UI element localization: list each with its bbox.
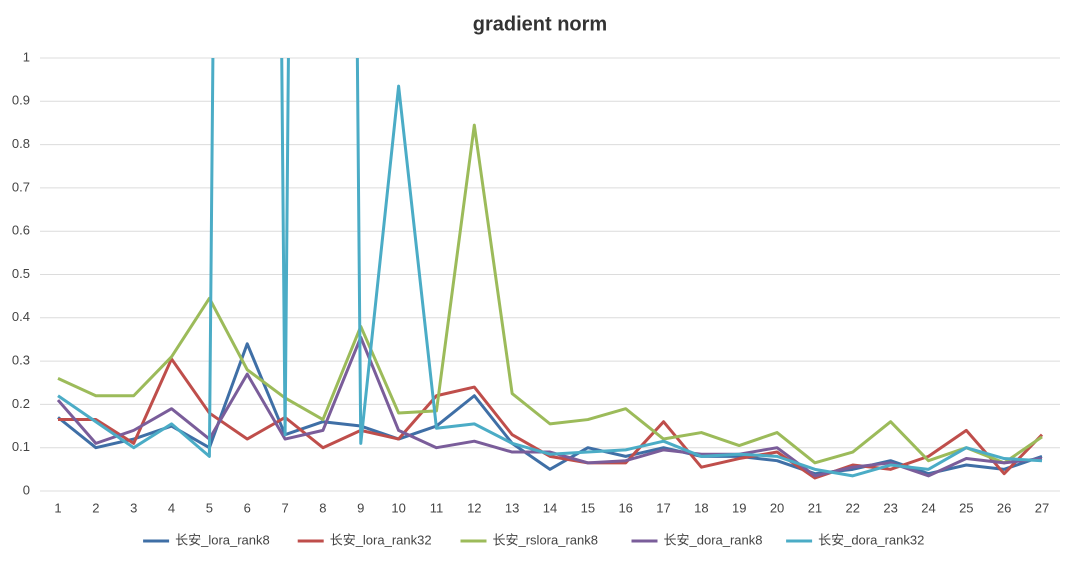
x-tick-label: 19	[732, 500, 746, 515]
legend-label: 长安_dora_rank8	[664, 532, 763, 547]
y-tick-label: 0.5	[12, 266, 30, 281]
y-tick-label: 0.8	[12, 136, 30, 151]
x-tick-label: 24	[921, 500, 935, 515]
legend-label: 长安_lora_rank8	[175, 532, 270, 547]
chart-title: gradient norm	[473, 13, 607, 35]
x-tick-label: 12	[467, 500, 481, 515]
legend-label: 长安_rslora_rank8	[493, 532, 599, 547]
x-tick-label: 13	[505, 500, 519, 515]
x-tick-label: 10	[391, 500, 405, 515]
y-tick-label: 0.6	[12, 223, 30, 238]
x-tick-label: 8	[319, 500, 326, 515]
x-tick-label: 15	[581, 500, 595, 515]
x-tick-label: 7	[281, 500, 288, 515]
x-tick-label: 17	[656, 500, 670, 515]
x-tick-label: 1	[54, 500, 61, 515]
y-tick-label: 0.2	[12, 396, 30, 411]
x-tick-label: 16	[618, 500, 632, 515]
x-tick-label: 3	[130, 500, 137, 515]
series-line	[56, 335, 1043, 478]
plot-area	[56, 58, 1044, 480]
y-tick-label: 0.9	[12, 93, 30, 108]
x-tick-label: 9	[357, 500, 364, 515]
x-tick-label: 20	[770, 500, 784, 515]
x-tick-label: 25	[959, 500, 973, 515]
x-tick-label: 4	[168, 500, 175, 515]
x-tick-label: 21	[808, 500, 822, 515]
x-tick-label: 18	[694, 500, 708, 515]
x-tick-label: 6	[244, 500, 251, 515]
legend-label: 长安_lora_rank32	[330, 532, 432, 547]
x-tick-label: 11	[430, 500, 444, 515]
y-tick-label: 0.4	[12, 309, 30, 324]
y-tick-label: 0.3	[12, 353, 30, 368]
series-line	[57, 58, 1043, 478]
x-tick-label: 14	[543, 500, 557, 515]
y-tick-label: 1	[23, 49, 30, 64]
x-tick-label: 26	[997, 500, 1011, 515]
series-line	[57, 123, 1043, 465]
y-tick-label: 0	[23, 482, 30, 497]
y-tick-label: 0.7	[12, 179, 30, 194]
series-line	[58, 357, 1044, 480]
legend-label: 长安_dora_rank32	[818, 532, 924, 547]
x-tick-label: 23	[883, 500, 897, 515]
x-tick-label: 2	[92, 500, 99, 515]
y-tick-label: 0.1	[12, 439, 30, 454]
x-tick-label: 5	[206, 500, 213, 515]
x-tick-label: 22	[846, 500, 860, 515]
x-tick-label: 27	[1035, 500, 1049, 515]
